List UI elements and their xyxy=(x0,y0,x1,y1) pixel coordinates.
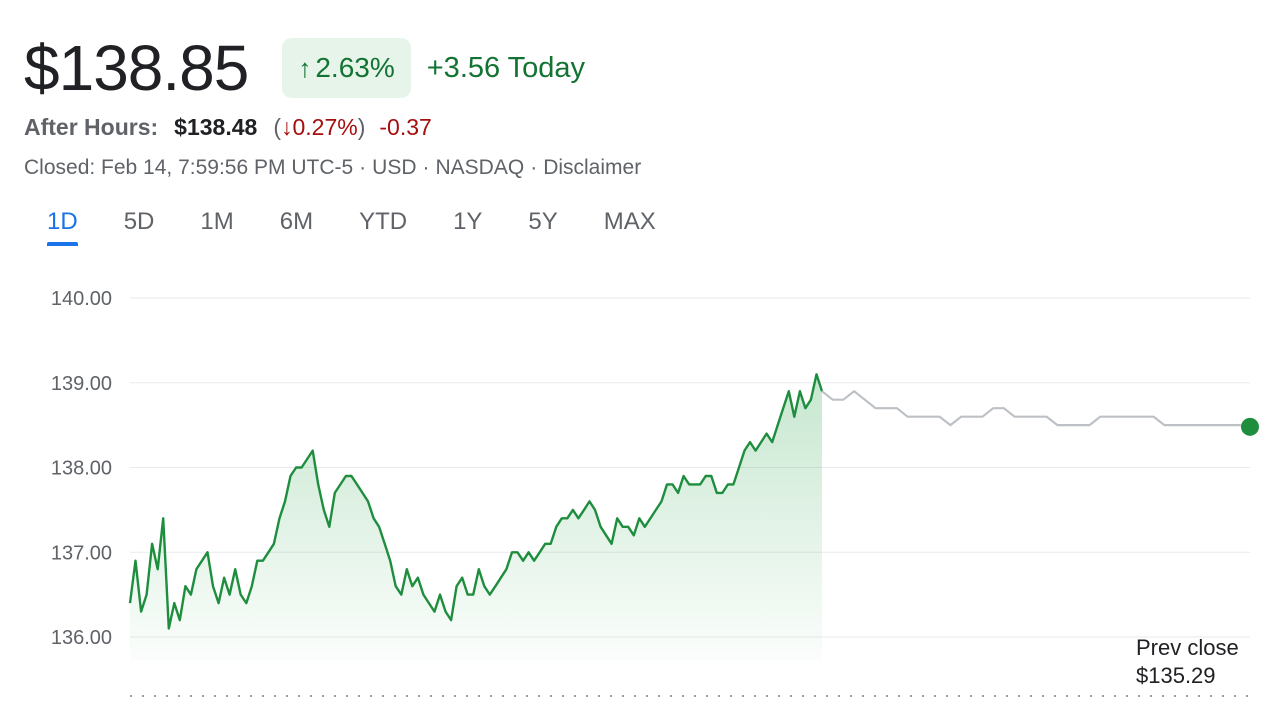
regular-session-line xyxy=(128,373,824,630)
tab-1m[interactable]: 1M xyxy=(200,208,234,235)
y-tick-label: 138.00 xyxy=(51,458,112,480)
tab-ytd[interactable]: YTD xyxy=(359,208,408,235)
currency: USD xyxy=(372,156,417,179)
tab-5d[interactable]: 5D xyxy=(123,208,155,235)
closed-time: Closed: Feb 14, 7:59:56 PM UTC-5 xyxy=(24,156,354,179)
tab-1y[interactable]: 1Y xyxy=(453,208,483,235)
disclaimer-link[interactable]: Disclaimer xyxy=(543,156,642,179)
y-tick-label: 140.00 xyxy=(51,288,112,310)
range-tabs: 1D 5D 1M 6M YTD 1Y 5Y MAX xyxy=(24,200,679,248)
current-price-dot[interactable] xyxy=(1241,417,1259,436)
after-hours-price: $138.48 xyxy=(174,114,258,140)
tab-1d[interactable]: 1D xyxy=(24,200,101,246)
prev-close-label: Prev close $135.29 xyxy=(1136,634,1239,690)
arrow-up-icon: ↑ xyxy=(298,52,312,83)
change-percent: 2.63% xyxy=(315,52,395,83)
prev-close-title: Prev close xyxy=(1136,635,1239,660)
change-percent-badge: ↑ 2.63% xyxy=(282,38,411,98)
regular-session-area xyxy=(130,374,822,660)
tab-max[interactable]: MAX xyxy=(603,208,656,235)
arrow-down-icon: ↓ xyxy=(280,114,293,140)
quote-header: $138.85 ↑ 2.63% +3.56 Today xyxy=(24,30,585,106)
after-hours-label: After Hours: xyxy=(24,114,159,140)
y-axis-ticks: 140.00 139.00 138.00 137.00 136.00 xyxy=(51,288,112,649)
current-price: $138.85 xyxy=(24,32,249,104)
change-today: +3.56 Today xyxy=(426,51,586,84)
after-hours-change: -0.37 xyxy=(379,114,432,140)
after-hours-row: After Hours: $138.48 (↓0.27%) -0.37 xyxy=(24,114,432,141)
tab-6m[interactable]: 6M xyxy=(279,208,314,235)
after-hours-percent: 0.27% xyxy=(292,114,358,140)
after-hours-percent-group: (↓0.27%) xyxy=(273,114,366,140)
y-tick-label: 137.00 xyxy=(51,542,112,564)
prev-close-value: $135.29 xyxy=(1136,663,1216,688)
after-hours-line xyxy=(821,390,1251,428)
y-tick-label: 139.00 xyxy=(51,373,112,395)
exchange: NASDAQ xyxy=(435,156,525,179)
quote-meta: Closed: Feb 14, 7:59:56 PM UTC-5 · USD ·… xyxy=(24,156,642,179)
y-tick-label: 136.00 xyxy=(51,627,112,649)
tab-5y[interactable]: 5Y xyxy=(528,208,558,235)
